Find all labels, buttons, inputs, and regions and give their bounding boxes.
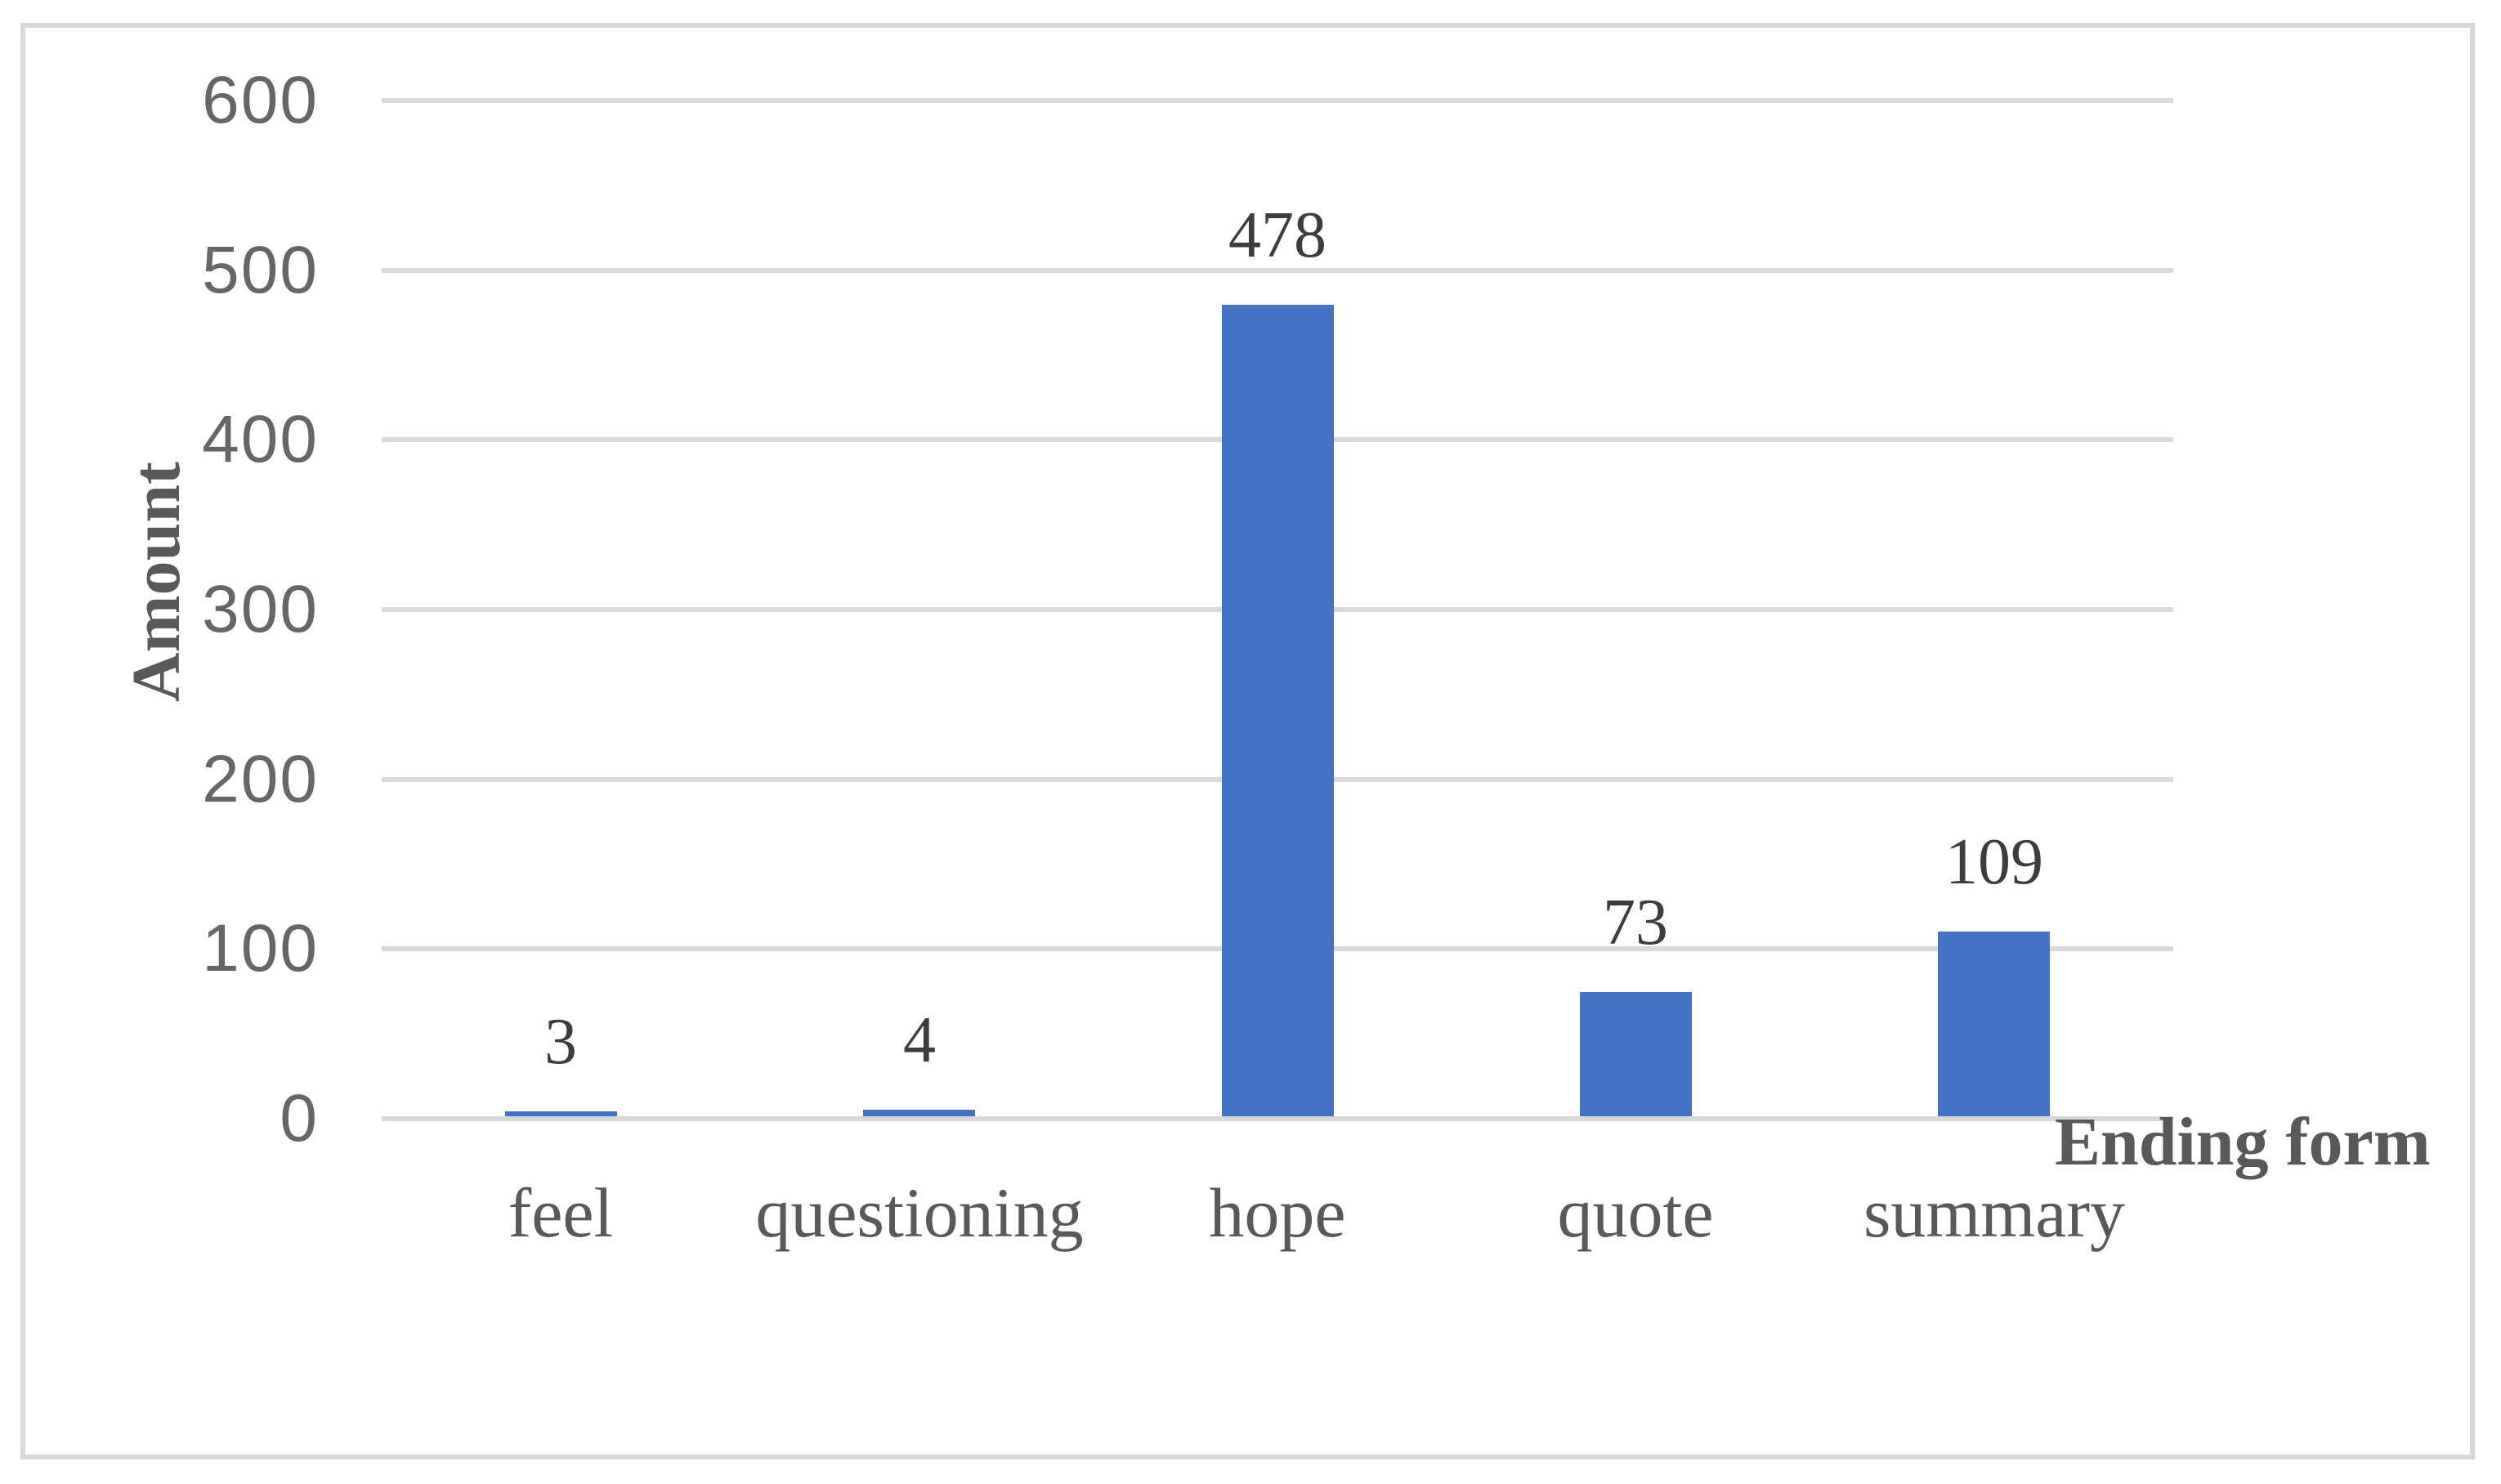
gridline-0	[382, 1116, 2173, 1121]
x-category-label-questioning: questioning	[755, 1173, 1084, 1252]
bar-quote	[1580, 992, 1692, 1116]
y-tick-label-100: 100	[202, 911, 319, 986]
bar-feel	[505, 1111, 617, 1116]
x-axis-title: Ending form	[2055, 1104, 2431, 1180]
x-category-label-quote: quote	[1557, 1173, 1714, 1252]
y-tick-label-0: 0	[280, 1081, 319, 1155]
bar-hope	[1222, 305, 1334, 1116]
x-category-label-feel: feel	[508, 1173, 614, 1252]
bar-summary	[1938, 932, 2050, 1116]
data-label-summary: 109	[1945, 826, 2043, 898]
y-axis-title: Amount	[119, 461, 195, 703]
data-label-feel: 3	[544, 1006, 577, 1078]
x-category-label-hope: hope	[1209, 1173, 1346, 1252]
data-label-quote: 73	[1603, 887, 1668, 959]
bar-questioning	[863, 1110, 975, 1116]
y-tick-label-300: 300	[202, 572, 319, 646]
y-tick-label-600: 600	[202, 63, 319, 137]
data-label-hope: 478	[1228, 199, 1327, 271]
chart-frame	[20, 23, 2475, 1459]
y-tick-label-400: 400	[202, 402, 319, 477]
gridline-500	[382, 267, 2173, 273]
x-category-label-summary: summary	[1863, 1173, 2126, 1252]
data-label-questioning: 4	[903, 1004, 936, 1076]
y-tick-label-500: 500	[202, 232, 319, 307]
y-tick-label-200: 200	[202, 741, 319, 816]
gridline-600	[382, 98, 2173, 103]
